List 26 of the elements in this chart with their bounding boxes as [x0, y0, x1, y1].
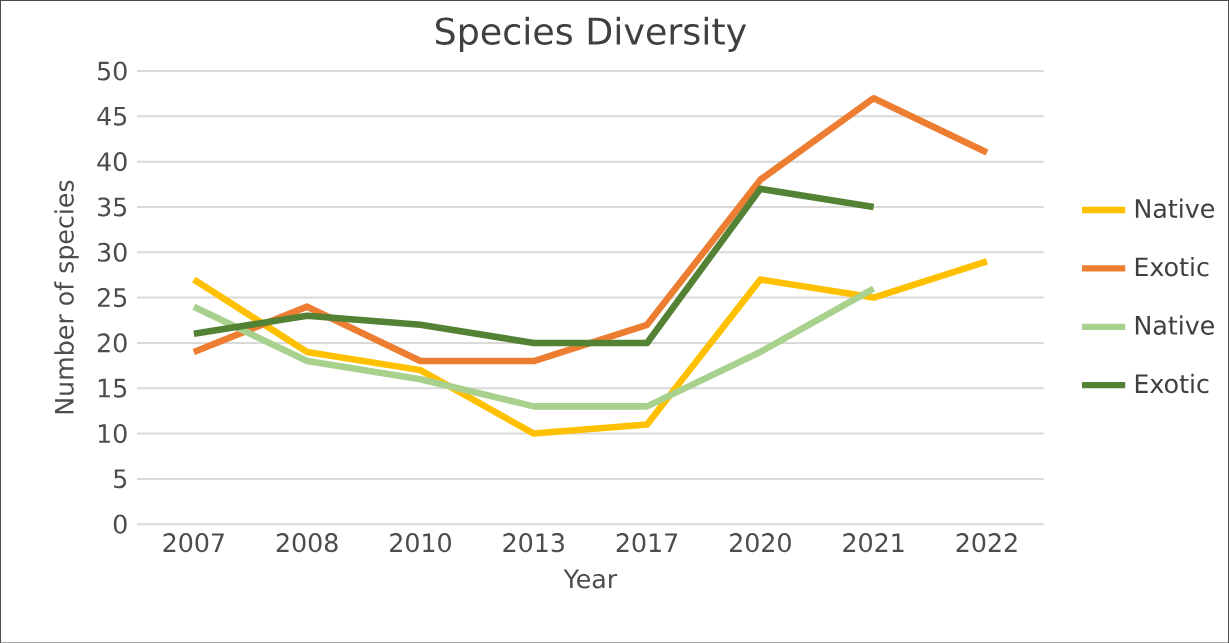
x-tick-label: 2013: [503, 532, 564, 553]
x-tick-label: 2007: [163, 532, 224, 553]
legend-label: Exotic: [1135, 256, 1209, 277]
chart-title: Species Diversity: [435, 16, 747, 52]
y-tick-label: 5: [114, 469, 127, 489]
y-tick-label: 50: [98, 61, 127, 81]
y-tick-label: 45: [97, 106, 127, 126]
legend-label: Native: [1135, 198, 1214, 218]
y-tick-label: 15: [98, 378, 127, 398]
y-tick-label: 30: [98, 242, 127, 262]
y-axis-title: Number of species: [54, 180, 79, 414]
x-tick-label: 2022: [956, 532, 1017, 553]
y-tick-label: 20: [97, 333, 127, 353]
legend-label: Exotic: [1135, 373, 1209, 394]
y-tick-label: 40: [97, 151, 127, 172]
x-tick-label: 2020: [730, 532, 791, 553]
y-tick-label: 10: [98, 423, 127, 443]
x-tick-label: 2010: [390, 532, 451, 553]
x-tick-label: 2017: [616, 532, 678, 553]
x-tick-label: 2008: [276, 532, 338, 553]
x-tick-label: 2021: [843, 532, 904, 553]
y-tick-label: 35: [98, 197, 127, 217]
y-tick-label: 25: [97, 287, 127, 307]
y-tick-label: 0: [113, 514, 127, 534]
x-axis-title: Year: [563, 569, 618, 589]
legend-label: Native: [1135, 315, 1214, 335]
